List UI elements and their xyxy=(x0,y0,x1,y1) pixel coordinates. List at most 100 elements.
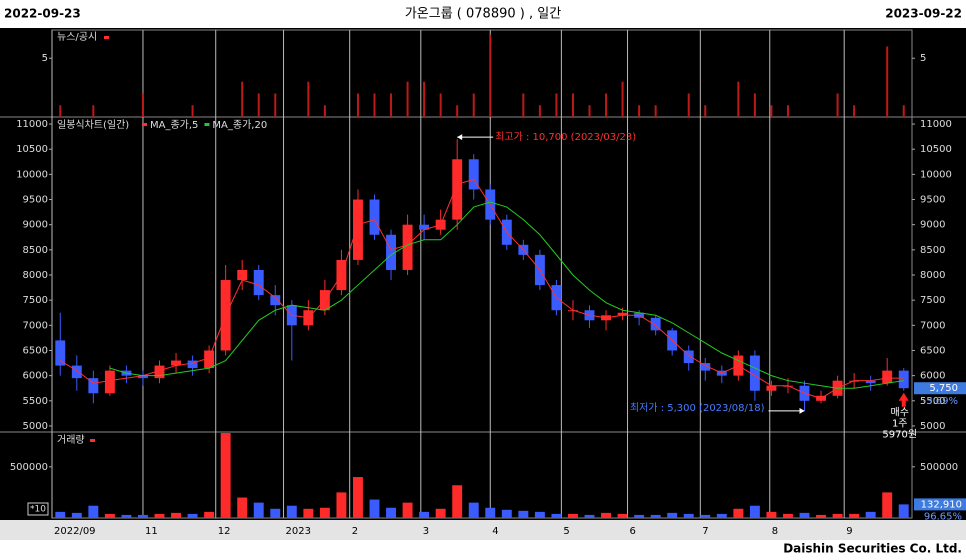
volume-bar xyxy=(584,514,595,518)
volume-bar xyxy=(286,505,297,518)
volume-bar xyxy=(601,512,611,518)
candle-body xyxy=(154,365,165,379)
news-bar xyxy=(538,105,541,117)
volume-bar xyxy=(534,511,545,518)
news-bar xyxy=(59,105,62,117)
volume-bar xyxy=(617,513,628,518)
news-bar xyxy=(588,105,591,117)
volume-bar xyxy=(733,508,744,518)
volume-bar xyxy=(386,507,396,518)
candle-body xyxy=(898,370,909,389)
volume-bar xyxy=(898,504,909,518)
news-bar xyxy=(92,105,95,117)
news-bar xyxy=(141,93,144,117)
news-bar xyxy=(356,93,359,117)
news-bar xyxy=(836,93,839,117)
volume-bar xyxy=(634,514,645,518)
news-bar xyxy=(704,105,707,117)
candle-body xyxy=(237,269,248,281)
news-bar xyxy=(522,93,525,117)
volume-title: 거래량 xyxy=(57,434,85,446)
volume-bar xyxy=(749,505,760,518)
volume-bar xyxy=(452,485,463,518)
y-tick-label: 5 xyxy=(920,53,926,64)
candle-body xyxy=(865,380,876,384)
volume-bar xyxy=(270,508,281,518)
volume-ratio: 96.65% xyxy=(924,511,962,522)
candle-body xyxy=(353,199,363,260)
scale-label: *10 xyxy=(30,505,46,515)
volume-bar xyxy=(683,513,694,518)
news-bar xyxy=(390,93,393,117)
candle-body xyxy=(617,312,628,316)
legend-swatch xyxy=(104,36,109,39)
news-bar xyxy=(687,93,690,117)
news-bar xyxy=(456,105,459,117)
grid xyxy=(49,30,915,518)
legend-swatch xyxy=(142,123,147,126)
volume-bar xyxy=(220,433,231,518)
footer: Daishin Securities Co. Ltd. xyxy=(783,542,962,556)
current-price-box xyxy=(914,382,966,395)
y-tick-label: 8500 xyxy=(23,245,48,256)
annotation-low: 최저가 : 5,300 (2023/08/18) xyxy=(630,402,765,414)
volume-bar xyxy=(253,502,264,518)
volume-bar xyxy=(783,513,793,518)
start-date: 2022-09-23 xyxy=(4,7,81,21)
y-tick-label: 5000 xyxy=(23,421,48,432)
news-bar xyxy=(323,105,326,117)
candle-body xyxy=(369,199,380,235)
volume-bar xyxy=(154,513,165,518)
candle-body xyxy=(138,375,148,379)
volume-bar xyxy=(187,513,198,518)
volume-bar xyxy=(485,507,496,518)
header-bar xyxy=(0,0,966,28)
news-bar xyxy=(654,105,657,117)
y-tick-label: 7500 xyxy=(920,295,945,306)
volume-bar xyxy=(700,514,711,518)
candle-body xyxy=(766,385,777,391)
volume-bar xyxy=(568,513,578,518)
x-tick-label: 2 xyxy=(352,526,358,537)
volume-bar xyxy=(832,513,843,518)
news-bar xyxy=(439,93,442,117)
y-tick-label: 10000 xyxy=(920,169,952,180)
news-bar xyxy=(902,105,905,117)
candle-body xyxy=(882,370,893,384)
volume-bar xyxy=(88,505,99,518)
news-title: 뉴스/공시 xyxy=(57,31,97,43)
trade-arrow xyxy=(898,392,909,407)
volume-bar xyxy=(865,511,876,518)
volume-bar xyxy=(104,513,115,518)
volume-bar xyxy=(849,513,860,518)
news-bar xyxy=(307,81,310,117)
volume-bar xyxy=(336,492,347,518)
y-tick-label: 9000 xyxy=(23,220,48,231)
volume-bar xyxy=(501,509,512,518)
x-tick-label: 9 xyxy=(846,526,852,537)
y-tick-label: 6000 xyxy=(920,371,945,382)
arrow-head xyxy=(799,407,805,414)
marks xyxy=(55,34,909,518)
current-price-label: 5,750 xyxy=(929,383,958,394)
current-volume-box xyxy=(914,498,966,511)
x-tick-label: 7 xyxy=(702,526,708,537)
annotation-high: 최고가 : 10,700 (2023/03/23) xyxy=(495,131,636,143)
volume-bar xyxy=(882,492,893,518)
y-tick-label: 9000 xyxy=(920,220,945,231)
news-bar xyxy=(274,93,277,117)
volume-bar xyxy=(353,477,363,518)
y-tick-label: 8500 xyxy=(920,245,945,256)
candle-body xyxy=(452,159,463,220)
candle-body xyxy=(204,350,215,369)
volume-bar xyxy=(303,508,314,518)
trade-side: 매수 xyxy=(891,407,909,419)
volume-bar xyxy=(204,511,215,518)
candle-body xyxy=(749,355,760,391)
candle-body xyxy=(104,370,115,394)
x-tick-label: 12 xyxy=(218,526,231,537)
ma-line xyxy=(60,178,904,399)
candle-body xyxy=(650,317,661,331)
candle-body xyxy=(187,360,198,369)
